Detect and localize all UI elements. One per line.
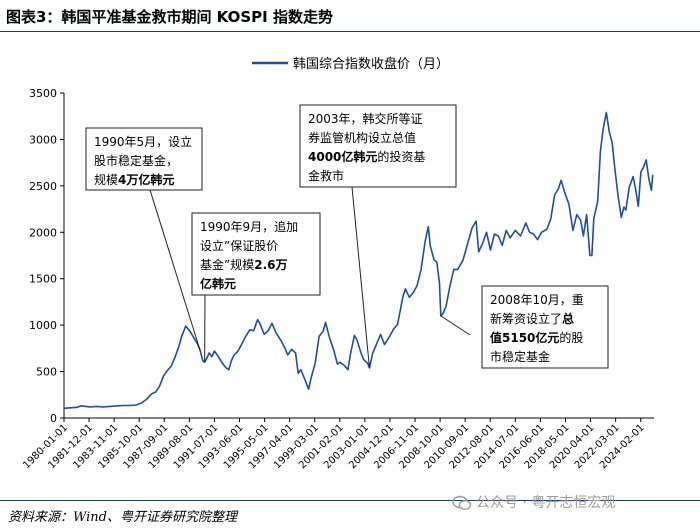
callout-leader-line: [440, 315, 471, 336]
callout-bold-segment: 2.6万: [254, 258, 287, 272]
callout-segment: 新筹资设立了: [490, 311, 562, 326]
title-rule: [0, 31, 700, 32]
callout-segment: 的投资基: [377, 149, 425, 164]
kospi-chart: 05001000150020002500300035001980-01-0119…: [21, 56, 654, 471]
y-tick-label: 2000: [29, 226, 57, 239]
callout-bold-segment: 4万亿韩元: [118, 172, 174, 187]
callout-segment: 基金”规模: [200, 257, 254, 272]
source-rule: [0, 500, 700, 501]
callout-text-line: 2008年10月，重: [490, 293, 584, 307]
source-note: 资料来源：Wind、粤开证券研究院整理: [8, 510, 237, 525]
kospi-line: [63, 111, 654, 410]
callout-segment: 2003年，韩交所等证: [308, 111, 423, 126]
callout-segment: 市稳定基金: [490, 349, 550, 364]
callout-text-line: 新筹资设立了总: [490, 311, 574, 326]
callout-text-line: 1990年5月，设立: [94, 134, 192, 149]
legend-label: 韩国综合指数收盘价（月）: [293, 56, 449, 72]
callout-text-line: 2003年，韩交所等证: [308, 111, 423, 126]
callout-text-line: 基金”规模2.6万: [200, 257, 287, 272]
callout-bold-segment: 亿韩元: [200, 276, 236, 291]
callout-segment: 2008年10月，重: [490, 293, 584, 307]
callout-text-line: 规模4万亿韩元: [94, 172, 174, 187]
callout-text-line: 1990年9月，追加: [200, 219, 298, 234]
wechat-icon: [452, 495, 472, 511]
callout-leader-line: [351, 186, 370, 368]
callout-text-line: 市稳定基金: [490, 349, 550, 364]
y-tick-label: 1500: [29, 273, 57, 286]
callout-segment: 股市稳定基金，: [94, 153, 178, 168]
callout-box: [299, 104, 457, 188]
callout-text-line: 值5150亿元的股: [490, 330, 583, 345]
watermark: 公众号 · 粤开志恒宏观: [452, 492, 615, 512]
callout-segment: 的股: [559, 330, 583, 345]
callout-text-line: 4000亿韩元的投资基: [308, 149, 425, 164]
y-tick-label: 2500: [29, 180, 57, 193]
callout-box: [191, 212, 321, 296]
callout-text-line: 券监管机构设立总值: [308, 130, 416, 145]
callout-segment: 1990年5月，设立: [94, 134, 192, 149]
callout-segment: 规模: [94, 172, 118, 187]
callout-bold-segment: 总: [562, 311, 574, 326]
y-tick-label: 3000: [29, 133, 57, 146]
y-tick-label: 500: [36, 366, 57, 379]
callout-text-line: 股市稳定基金，: [94, 153, 178, 168]
callout-box: [481, 285, 609, 369]
callout-text-line: 设立”保证股价: [200, 238, 278, 253]
callout-bold-segment: 值5150亿元: [490, 330, 559, 345]
callout-segment: 1990年9月，追加: [200, 219, 298, 234]
callout-segment: 金救市: [308, 168, 344, 183]
callout-segment: 设立”保证股价: [200, 238, 278, 253]
callout-bold-segment: 4000亿韩元: [308, 149, 377, 164]
callout-segment: 券监管机构设立总值: [308, 130, 416, 145]
y-tick-label: 1000: [29, 319, 57, 332]
figure-title: 图表3：韩国平准基金救市期间 KOSPI 指数走势: [6, 8, 333, 26]
chart-legend: 韩国综合指数收盘价（月）: [252, 56, 449, 72]
y-tick-label: 0: [50, 412, 57, 425]
callout-leader-line: [149, 189, 201, 351]
callout-text-line: 金救市: [308, 168, 344, 183]
y-tick-label: 3500: [29, 87, 57, 100]
watermark-text: 公众号 · 粤开志恒宏观: [476, 495, 616, 511]
callout-text-line: 亿韩元: [200, 276, 236, 291]
callout-box: [85, 127, 203, 191]
chart-series: [63, 111, 654, 410]
